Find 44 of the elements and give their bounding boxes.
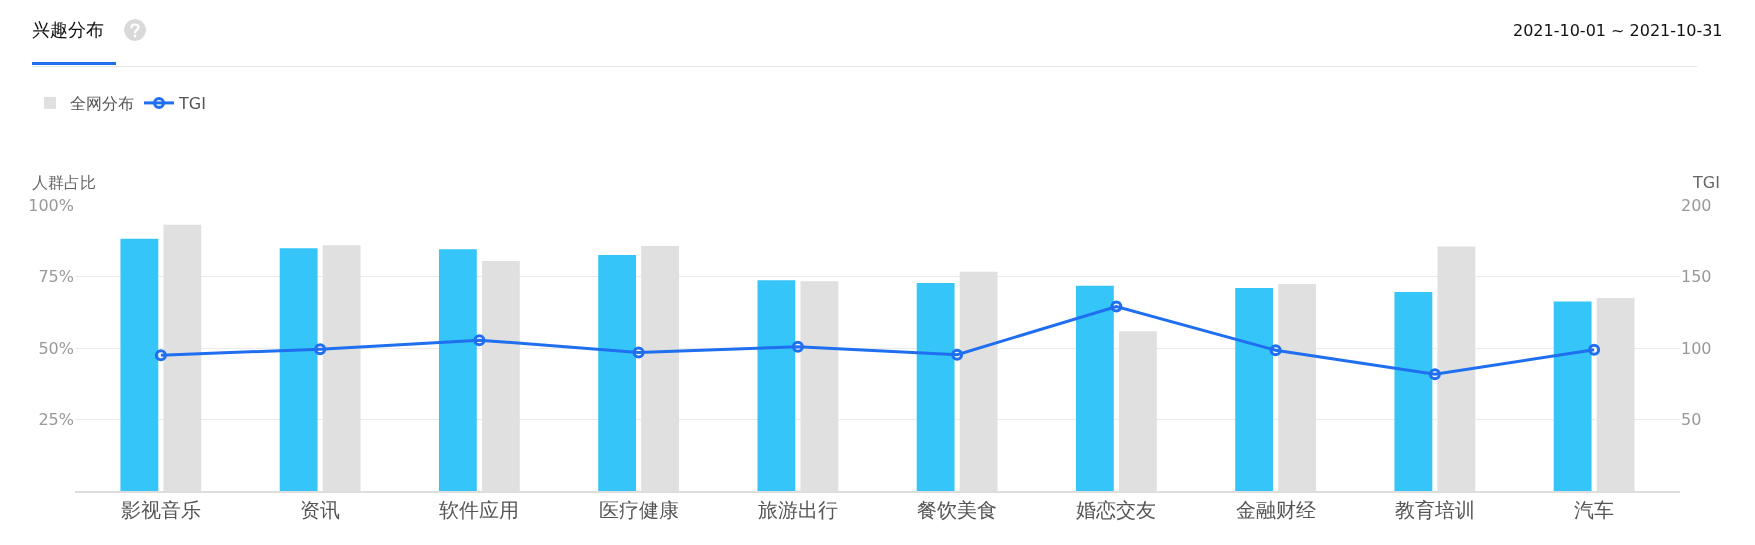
y2-tick-label: 50: [1681, 410, 1702, 430]
bar: [1394, 291, 1433, 491]
x-tick-label: 影视音乐: [120, 498, 201, 522]
chart-subtitle: 2021-10-01 ~ 2021-10-31: [1513, 21, 1723, 40]
x-tick-label: 教育培训: [1394, 498, 1475, 522]
point: [1269, 344, 1282, 357]
bar: [757, 280, 796, 491]
y-tick-label: 25%: [38, 410, 74, 430]
point: [791, 340, 804, 353]
y-tick-label: 50%: [38, 338, 74, 358]
chart-title: 兴趣分布: [32, 19, 104, 41]
point: [154, 349, 167, 362]
point: [951, 348, 964, 361]
y2-axis-title: TGI: [1692, 173, 1720, 192]
point: [1588, 343, 1601, 356]
legend-label: TGI: [178, 94, 206, 114]
x-tick-label: 餐饮美食: [917, 498, 998, 522]
bar: [916, 283, 955, 491]
point: [1428, 368, 1441, 381]
y-tick-label: 75%: [38, 267, 74, 287]
x-tick-label: 医疗健康: [598, 498, 679, 522]
x-tick-label: 汽车: [1574, 498, 1615, 522]
bar: [1075, 285, 1114, 491]
bar: [598, 255, 637, 491]
x-tick-label: 婚恋交友: [1076, 498, 1157, 522]
point: [1110, 300, 1123, 313]
x-tick-label: 金融财经: [1235, 498, 1316, 522]
legend-label: 全网分布: [70, 94, 134, 114]
y-axis-title: 人群占比: [32, 173, 96, 192]
point: [473, 334, 486, 347]
y-tick-label: 100%: [28, 195, 74, 215]
x-tick-label: 旅游出行: [757, 498, 838, 522]
point: [632, 346, 645, 359]
bar: [1553, 301, 1592, 491]
y2-tick-label: 200: [1681, 195, 1712, 215]
y2-tick-label: 150: [1681, 267, 1712, 287]
bar: [1235, 287, 1274, 491]
bar: [279, 248, 318, 491]
bar: [120, 238, 159, 491]
x-tick-label: 软件应用: [439, 498, 520, 522]
point: [314, 343, 327, 356]
y2-tick-label: 100: [1681, 338, 1712, 358]
x-tick-label: 资讯: [300, 498, 341, 522]
bar: [438, 249, 477, 491]
